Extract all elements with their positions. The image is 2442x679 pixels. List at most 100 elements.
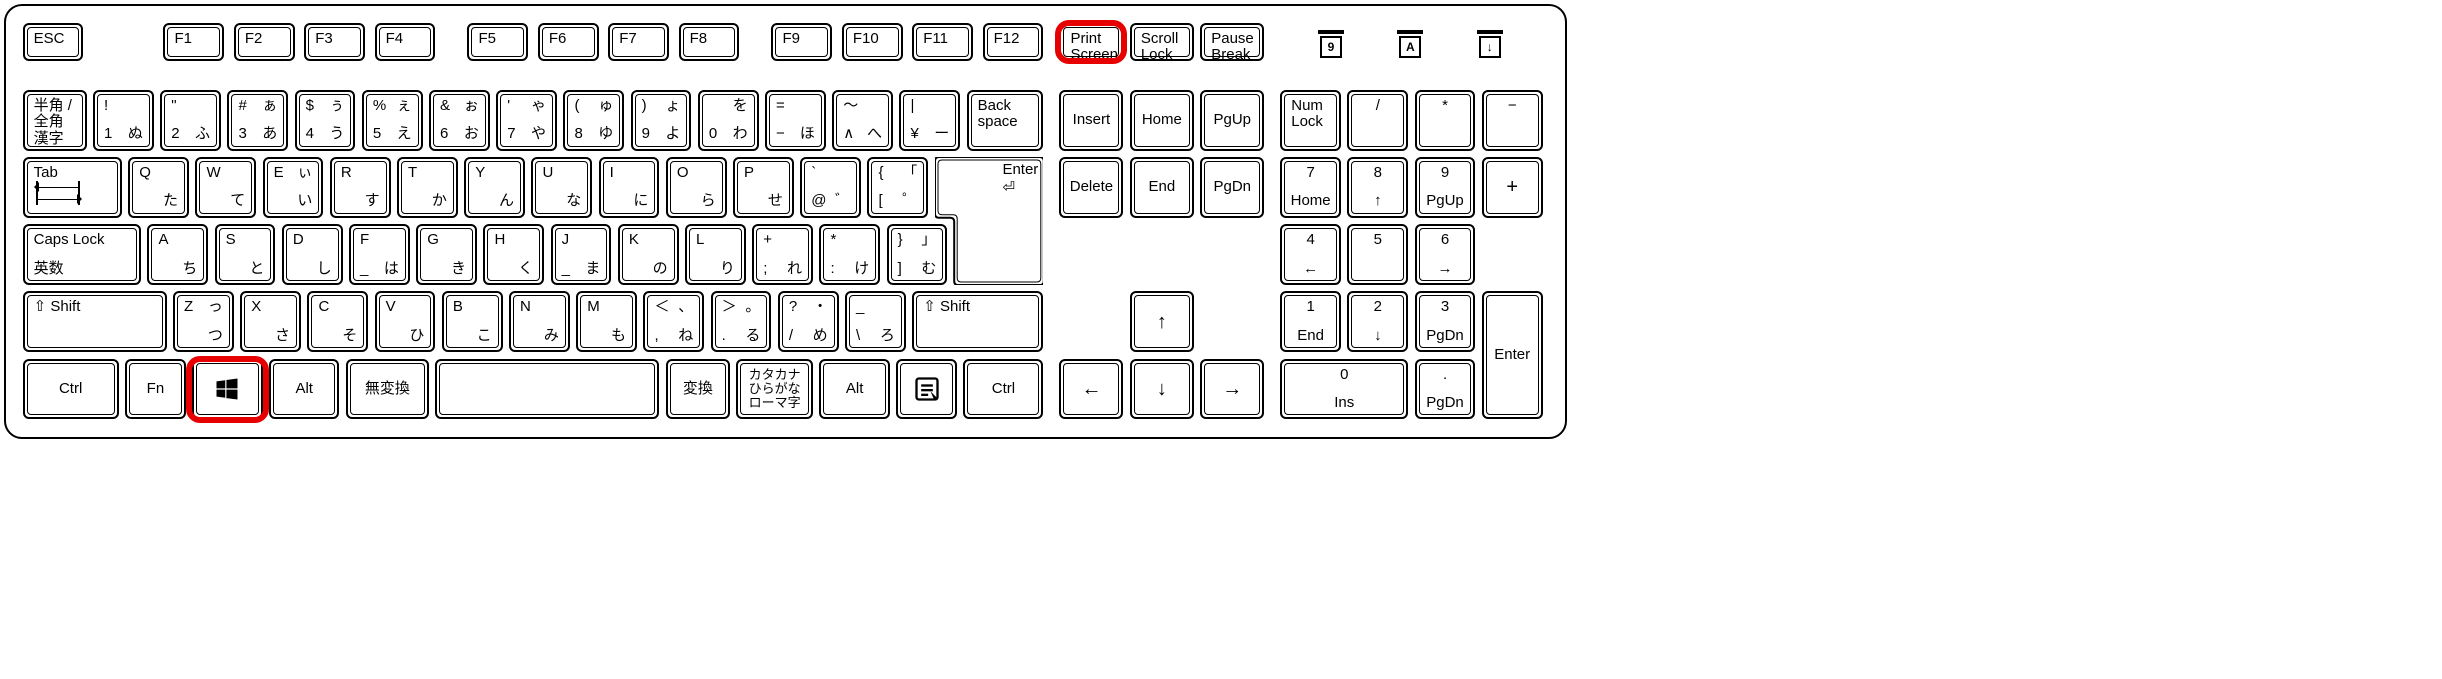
rshift-key[interactable]: ⇧ Shift (912, 291, 1043, 352)
pause-key[interactable]: Pause Break (1200, 23, 1264, 61)
5-key[interactable]: %5ぇえ (362, 90, 423, 151)
6-key[interactable]: &6ぉお (429, 90, 490, 151)
npmul-key[interactable]: * (1415, 90, 1476, 151)
end-key[interactable]: End (1130, 157, 1194, 218)
prtsc-key[interactable]: Print Screen (1059, 23, 1123, 61)
enter-key[interactable]: Enter⏎ (935, 157, 1044, 285)
n-key[interactable]: Nみ (509, 291, 570, 352)
l-key[interactable]: Lり (685, 224, 746, 285)
f10-key[interactable]: F10 (842, 23, 903, 61)
np1-key[interactable]: 1End (1280, 291, 1341, 352)
lbr-key[interactable]: {[「゜ (867, 157, 928, 218)
y-key[interactable]: Yん (464, 157, 525, 218)
np8-key[interactable]: 8↑ (1347, 157, 1408, 218)
rctrl-key[interactable]: Ctrl (963, 359, 1043, 420)
caret-key[interactable]: ～∧へ (832, 90, 893, 151)
colon-key[interactable]: *:け (819, 224, 880, 285)
npent-key[interactable]: Enter (1482, 291, 1543, 419)
f9-key[interactable]: F9 (771, 23, 832, 61)
period-key[interactable]: ＞.。る (711, 291, 772, 352)
left-key[interactable]: ← (1059, 359, 1123, 420)
numlk-key[interactable]: Num Lock (1280, 90, 1341, 151)
r-key[interactable]: Rす (330, 157, 391, 218)
f12-key[interactable]: F12 (983, 23, 1044, 61)
t-key[interactable]: Tか (397, 157, 458, 218)
1-key[interactable]: !1ぬ (93, 90, 154, 151)
0-key[interactable]: 0をわ (698, 90, 759, 151)
muhenkan-key[interactable]: 無変換 (346, 359, 429, 420)
7-key[interactable]: '7ゃや (496, 90, 557, 151)
o-key[interactable]: Oら (666, 157, 727, 218)
npdiv-key[interactable]: / (1347, 90, 1408, 151)
f-key[interactable]: F_は (349, 224, 410, 285)
lshift-key[interactable]: ⇧ Shift (23, 291, 167, 352)
hankaku-key[interactable]: 半角 / 全角 漢字 (23, 90, 87, 151)
ins-key[interactable]: Insert (1059, 90, 1123, 151)
np0-key[interactable]: 0Ins (1280, 359, 1408, 420)
fnk-key[interactable]: Fn (125, 359, 186, 420)
f3-key[interactable]: F3 (304, 23, 365, 61)
bslash-key[interactable]: _\ろ (845, 291, 906, 352)
np2-key[interactable]: 2↓ (1347, 291, 1408, 352)
f4-key[interactable]: F4 (375, 23, 436, 61)
j-key[interactable]: J_ま (551, 224, 612, 285)
3-key[interactable]: #3ぁあ (227, 90, 288, 151)
space-key[interactable] (435, 359, 659, 420)
f6-key[interactable]: F6 (538, 23, 599, 61)
menu-key[interactable] (896, 359, 957, 420)
tab-key[interactable]: Tab (23, 157, 122, 218)
npsub-key[interactable]: − (1482, 90, 1543, 151)
lalt-key[interactable]: Alt (269, 359, 339, 420)
del-key[interactable]: Delete (1059, 157, 1123, 218)
u-key[interactable]: Uな (531, 157, 592, 218)
i-key[interactable]: Iに (599, 157, 660, 218)
bksp-key[interactable]: Back space (967, 90, 1044, 151)
at-key[interactable]: `@゛ (800, 157, 861, 218)
np4-key[interactable]: 4← (1280, 224, 1341, 285)
f5-key[interactable]: F5 (467, 23, 528, 61)
m-key[interactable]: Mも (576, 291, 637, 352)
henkan-key[interactable]: 変換 (666, 359, 730, 420)
npadd-key[interactable]: + (1482, 157, 1543, 218)
k-key[interactable]: Kの (618, 224, 679, 285)
h-key[interactable]: Hく (483, 224, 544, 285)
slash-key[interactable]: ?/・め (778, 291, 839, 352)
win-key[interactable] (192, 359, 262, 420)
right-key[interactable]: → (1200, 359, 1264, 420)
f1-key[interactable]: F1 (163, 23, 224, 61)
b-key[interactable]: Bこ (442, 291, 503, 352)
z-key[interactable]: Zっつ (173, 291, 234, 352)
lctrl-key[interactable]: Ctrl (23, 359, 119, 420)
np9-key[interactable]: 9PgUp (1415, 157, 1476, 218)
down-key[interactable]: ↓ (1130, 359, 1194, 420)
4-key[interactable]: $4ぅう (295, 90, 356, 151)
yen-key[interactable]: |¥ー (899, 90, 960, 151)
home-key[interactable]: Home (1130, 90, 1194, 151)
pgup-key[interactable]: PgUp (1200, 90, 1264, 151)
e-key[interactable]: Eぃい (263, 157, 324, 218)
v-key[interactable]: Vひ (375, 291, 436, 352)
pgdn-key[interactable]: PgDn (1200, 157, 1264, 218)
p-key[interactable]: Pせ (733, 157, 794, 218)
x-key[interactable]: Xさ (240, 291, 301, 352)
esc-key[interactable]: ESC (23, 23, 84, 61)
npdot-key[interactable]: .PgDn (1415, 359, 1476, 420)
np3-key[interactable]: 3PgDn (1415, 291, 1476, 352)
caps-key[interactable]: Caps Lock英数 (23, 224, 141, 285)
8-key[interactable]: (8ゅゆ (563, 90, 624, 151)
ralt-key[interactable]: Alt (819, 359, 889, 420)
f11-key[interactable]: F11 (912, 23, 973, 61)
q-key[interactable]: Qた (128, 157, 189, 218)
g-key[interactable]: Gき (416, 224, 477, 285)
rbr-key[interactable]: }]」む (887, 224, 948, 285)
np5-key[interactable]: 5 (1347, 224, 1408, 285)
f8-key[interactable]: F8 (679, 23, 740, 61)
s-key[interactable]: Sと (215, 224, 276, 285)
kana-key[interactable]: カタカナ ひらがな ローマ字 (736, 359, 813, 420)
up-key[interactable]: ↑ (1130, 291, 1194, 352)
minus-key[interactable]: =−ほ (765, 90, 826, 151)
scrlk-key[interactable]: Scroll Lock (1130, 23, 1194, 61)
a-key[interactable]: Aち (147, 224, 208, 285)
9-key[interactable]: )9ょよ (631, 90, 692, 151)
d-key[interactable]: Dし (282, 224, 343, 285)
